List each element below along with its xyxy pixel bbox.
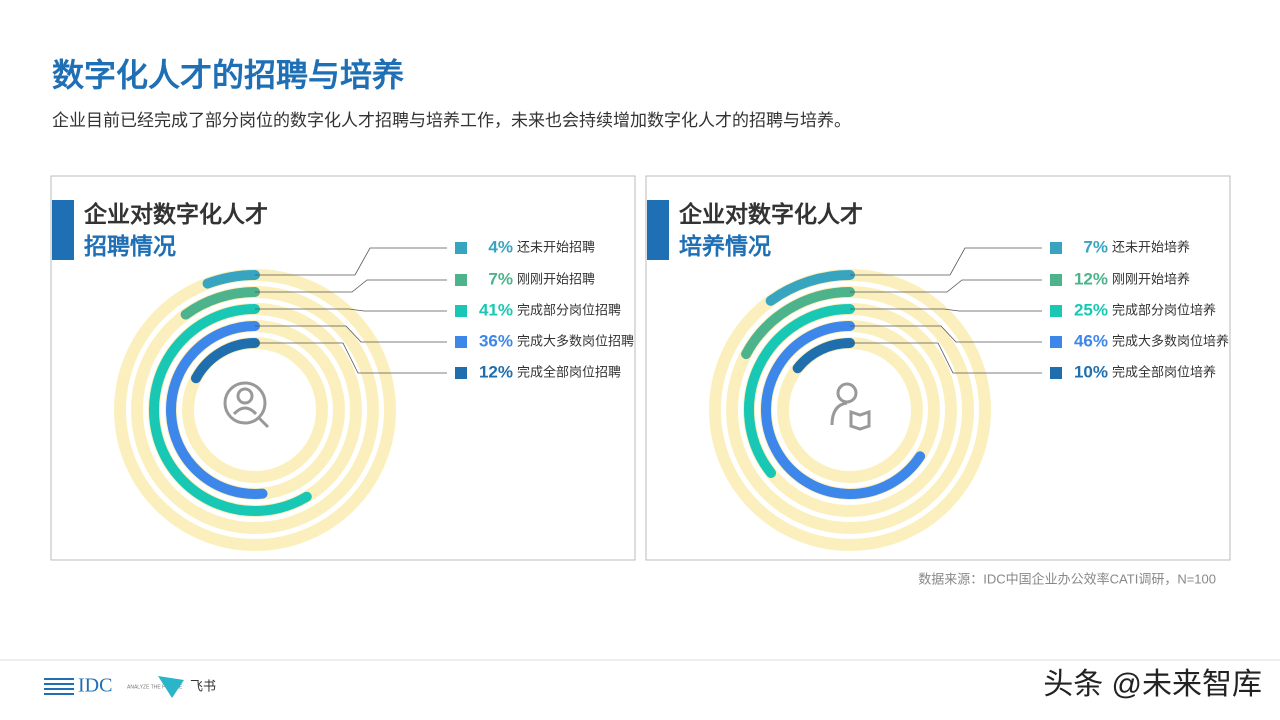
legend-swatch [1050, 367, 1062, 379]
category-label: 完成部分岗位培养 [1112, 302, 1216, 317]
category-label: 完成大多数岗位招聘 [517, 333, 634, 348]
value-label: 10% [1074, 362, 1108, 381]
value-label: 7% [1083, 237, 1108, 256]
ring-bar [741, 287, 855, 360]
feishu-logo: 飞书 [190, 678, 216, 693]
value-label: 25% [1074, 300, 1108, 319]
leader-line [255, 279, 447, 293]
ring-bar [191, 338, 260, 384]
panel-title: 培养情况 [679, 233, 771, 259]
legend-swatch [455, 242, 467, 254]
category-label: 完成大多数岗位培养 [1112, 333, 1229, 348]
ring-bar [761, 321, 926, 499]
watermark: 头条 @未来智库 [1043, 668, 1262, 701]
category-label: 完成全部岗位培养 [1112, 364, 1216, 379]
category-label: 还未开始培养 [1112, 239, 1190, 254]
value-label: 12% [1074, 269, 1108, 288]
ring-bar [180, 287, 260, 320]
search-person-icon [223, 381, 270, 429]
ring-bar [202, 270, 260, 289]
legend-swatch [1050, 305, 1062, 317]
category-label: 刚刚开始招聘 [517, 271, 595, 286]
panel-title: 企业对数字化人才 [678, 201, 863, 227]
category-label: 刚刚开始培养 [1112, 271, 1190, 286]
legend-swatch [455, 336, 467, 348]
leader-line [850, 247, 1042, 276]
slide-title: 数字化人才的招聘与培养 [52, 57, 405, 93]
leader-line [255, 342, 447, 374]
panel [645, 175, 1231, 561]
value-label: 4% [488, 237, 513, 256]
ring-bar [744, 304, 855, 478]
ring-bar [792, 338, 855, 374]
ring-track [709, 269, 991, 551]
legend-swatch [455, 367, 467, 379]
panel [50, 175, 636, 561]
legend-swatch [1050, 274, 1062, 286]
panel-title: 招聘情况 [84, 233, 176, 259]
panel-accent [52, 200, 74, 260]
value-label: 41% [479, 300, 513, 319]
leader-line [255, 247, 447, 276]
ring-track [114, 269, 396, 551]
ring-bar [765, 270, 855, 306]
idc-logo-mark [44, 678, 74, 695]
slide-subtitle: 企业目前已经完成了部分岗位的数字化人才招聘与培养工作，未来也会持续增加数字化人才… [52, 111, 851, 130]
leader-line [850, 342, 1042, 374]
panel-accent [647, 200, 669, 260]
leader-line [850, 308, 1042, 312]
ring-bar [149, 304, 312, 516]
panel-title: 企业对数字化人才 [83, 201, 268, 227]
person-book-icon [830, 382, 871, 431]
legend-swatch [1050, 336, 1062, 348]
leader-line [255, 308, 447, 312]
leader-line [850, 279, 1042, 293]
idc-logo: IDC [78, 675, 112, 697]
category-label: 完成全部岗位招聘 [517, 364, 621, 379]
value-label: 7% [488, 269, 513, 288]
idc-tagline: ANALYZE THE FUTURE [127, 684, 183, 690]
category-label: 还未开始招聘 [517, 239, 595, 254]
category-label: 完成部分岗位招聘 [517, 302, 621, 317]
value-label: 12% [479, 362, 513, 381]
source: 数据来源：IDC中国企业办公效率CATI调研，N=100 [918, 571, 1216, 586]
value-label: 46% [1074, 331, 1108, 350]
legend-swatch [1050, 242, 1062, 254]
leader-line [850, 325, 1042, 343]
legend-swatch [455, 274, 467, 286]
legend-swatch [455, 305, 467, 317]
value-label: 36% [479, 331, 513, 350]
feishu-logo-mark [158, 676, 184, 698]
leader-line [255, 325, 447, 343]
ring-bar [166, 321, 268, 499]
